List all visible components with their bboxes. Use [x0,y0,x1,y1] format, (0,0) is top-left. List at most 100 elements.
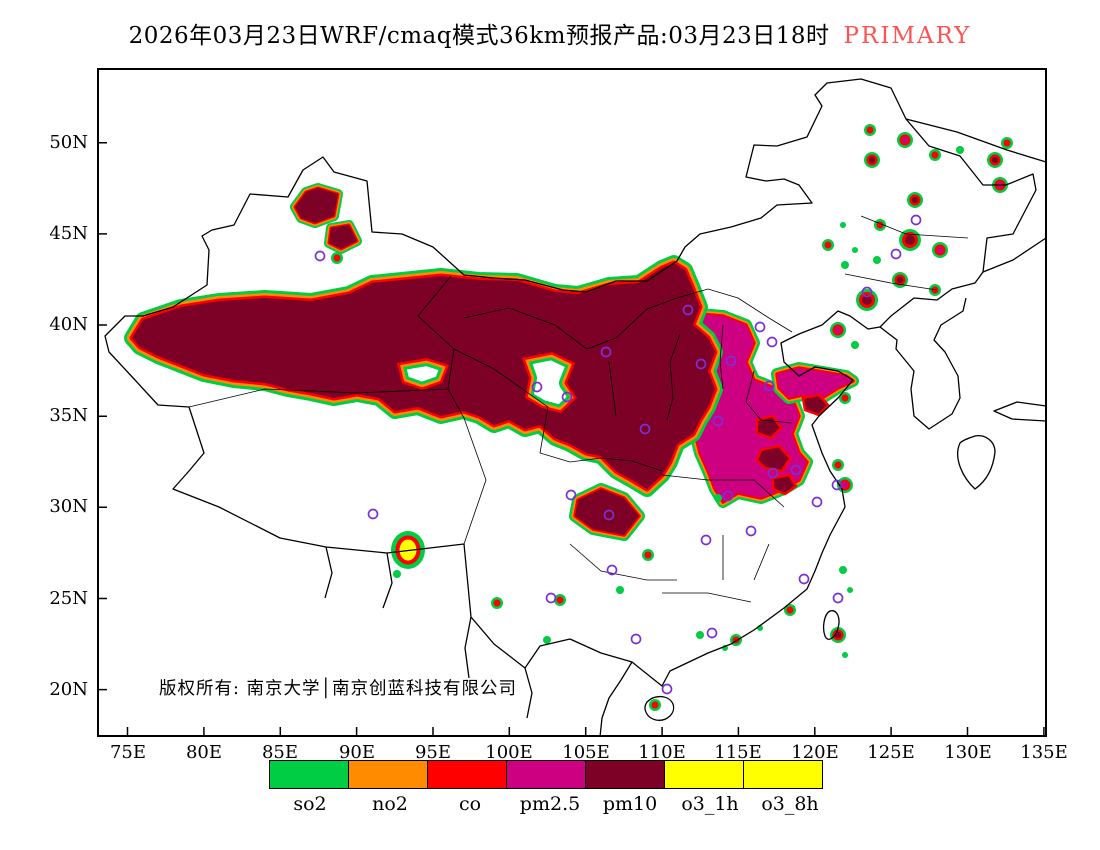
city-marker [811,496,823,508]
pollutant-spot [852,247,858,253]
pm10-region [132,188,830,535]
legend-swatch-so2 [269,760,349,789]
legend: so2 no2 co pm2.5 pm10 o3_1h o3_8h [269,760,832,815]
city-marker [745,525,757,537]
pollutant-spot [491,597,503,609]
pollutant-spot [331,252,343,264]
korea-outline [879,297,967,430]
x-tick-label: 130E [944,742,992,763]
y-tick-label: 45N [49,223,88,244]
legend-label-no2: no2 [372,793,408,815]
x-tick-label: 90E [338,742,376,763]
copyright-text: 版权所有: 南京大学│南京创蓝科技有限公司 [159,679,517,699]
x-tick-label: 95E [414,742,452,763]
y-tick-label: 50N [49,132,88,153]
vietnam-coast [599,661,633,737]
china-map-svg [97,68,1047,737]
x-tick-label: 80E [185,742,223,763]
china-outline [104,78,1037,687]
city-marker [910,214,922,226]
legend-swatch-no2 [348,760,428,789]
pollutant-spot [841,261,849,269]
city-marker [766,336,778,348]
map-plot: 版权所有: 南京大学│南京创蓝科技有限公司 [97,68,1047,737]
y-tick-label: 35N [49,405,88,426]
coastlines [104,78,1047,737]
legend-label-so2: so2 [293,793,327,815]
axis-ticks [99,141,1045,735]
city-marker [630,633,642,645]
legend-swatch-o3-8h [743,760,823,789]
y-tick-label: 30N [49,496,88,517]
south-asia-border [324,546,393,609]
amur-line [905,118,1047,163]
pm10-patch [771,473,798,496]
legend-label-co: co [458,793,482,815]
pollutant-spot [714,494,722,502]
province-border-lines [188,215,969,603]
pollutant-spot [839,566,847,574]
province-borders [188,215,969,603]
x-tick-label: 135E [1020,742,1068,763]
city-marker [314,250,326,262]
x-tick-label: 110E [638,742,686,763]
city-marker [754,321,766,333]
pollutant-spot [847,587,853,593]
legend-swatches [269,760,832,789]
pollutant-spot [543,636,551,644]
kyushu-outline [957,435,996,490]
city-marker [565,489,577,501]
title-text: 2026年03月23日WRF/cmaq模式36km预报产品:03月23日18时 [128,23,830,49]
legend-label-pm25: pm2.5 [519,793,581,815]
pollutant-spot [822,239,834,251]
honshu-outline [993,401,1047,422]
y-tick-label: 20N [49,679,88,700]
pollutant-spot [907,192,923,208]
legend-swatch-pm10 [585,760,665,789]
city-marker [832,592,844,604]
legend-label-o3-1h: o3_1h [681,793,739,815]
legend-label-o3-8h: o3_8h [761,793,819,815]
y-tick-label: 25N [49,588,88,609]
y-tick-label: 40N [49,314,88,335]
city-marker [367,508,379,520]
pollutant-spot [929,149,941,161]
pollutant-spot [649,699,661,711]
x-tick-label: 85E [261,742,299,763]
russia-coast [982,237,1047,273]
page-title: 2026年03月23日WRF/cmaq模式36km预报产品:03月23日18时 P… [0,16,1100,50]
hainan-outline [644,695,675,721]
title-pollutant-type: PRIMARY [843,23,972,49]
pollutant-spot [696,631,704,639]
pollutant-spot [842,652,848,658]
o3-region [391,531,425,578]
x-tick-label: 120E [791,742,839,763]
legend-label-pm10: pm10 [602,793,658,815]
city-marker [706,627,718,639]
pollutant-spot [856,289,878,311]
pollutant-spot [1001,137,1013,149]
taiwan-outline [823,610,840,640]
pollutant-spot [873,256,881,264]
city-marker [890,248,902,260]
pollutant-spot [832,459,844,471]
x-tick-label: 75E [109,742,147,763]
pollutant-spot [393,570,401,578]
x-tick-label: 105E [562,742,610,763]
city-marker [661,683,673,695]
city-marker [798,573,810,585]
pm10-patch [801,393,830,417]
pollutant-spot [897,132,913,148]
pollutant-spot [840,222,846,228]
se-asia-border [464,616,533,719]
legend-labels: so2 no2 co pm2.5 pm10 o3_1h o3_8h [270,789,832,815]
x-tick-label: 125E [867,742,915,763]
legend-swatch-o3-1h [664,760,744,789]
pollutant-spot [851,341,859,349]
city-marker [545,592,557,604]
legend-swatch-pm25 [506,760,586,789]
pollutant-spot [830,322,846,338]
plot-frame [97,68,1047,737]
pollutant-spot [864,124,876,136]
